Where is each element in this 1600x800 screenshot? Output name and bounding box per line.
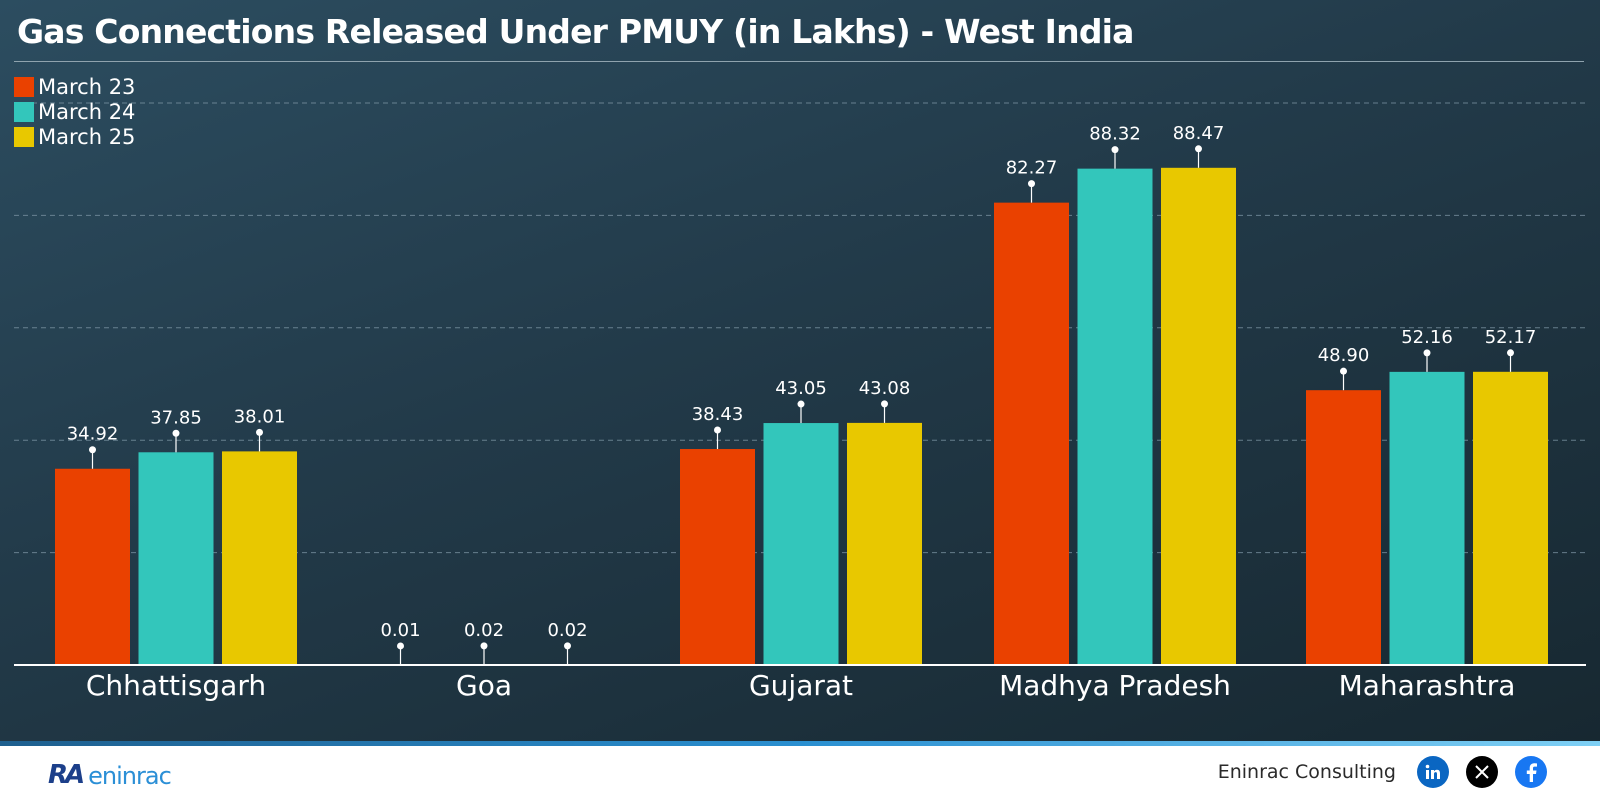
- x-tick-label: Chhattisgarh: [86, 669, 266, 702]
- data-label: 88.32: [1089, 124, 1141, 145]
- x-icon[interactable]: [1466, 756, 1498, 788]
- bar: [1161, 167, 1236, 666]
- data-label-dot: [564, 642, 571, 650]
- bar: [680, 449, 755, 665]
- legend-item-march-24: March 24: [14, 99, 135, 124]
- legend-swatch-march-23: [14, 76, 34, 97]
- data-label-dot: [397, 642, 404, 650]
- x-tick-label: Goa: [456, 669, 512, 702]
- bar: [994, 202, 1069, 666]
- legend: March 23 March 24 March 25: [14, 74, 135, 149]
- linkedin-icon[interactable]: [1417, 756, 1449, 788]
- data-label: 43.05: [775, 378, 827, 399]
- bar-chart: 34.92 37.85 38.01 0.01 0.02 0.02 38.43 43.05 43.…: [14, 102, 1586, 702]
- data-label: 52.17: [1485, 327, 1537, 348]
- footer-accent-bar: [0, 741, 1600, 746]
- chart-panel: Gas Connections Released Under PMUY (in …: [0, 0, 1600, 741]
- data-label-dot: [1028, 180, 1035, 188]
- logo-mark: RA: [48, 760, 85, 790]
- data-label: 37.85: [150, 407, 202, 428]
- x-tick-label: Maharashtra: [1339, 669, 1516, 702]
- data-label: 0.01: [380, 620, 420, 641]
- data-label-dot: [480, 642, 488, 650]
- data-label: 43.08: [859, 378, 911, 399]
- chart-title: Gas Connections Released Under PMUY (in …: [17, 12, 1134, 51]
- legend-swatch-march-25: [14, 126, 34, 147]
- bars: [55, 167, 1548, 666]
- data-label: 48.90: [1318, 345, 1370, 366]
- facebook-icon[interactable]: [1515, 756, 1547, 788]
- data-label: 0.02: [464, 620, 504, 641]
- footer: RA eninrac Eninrac Consulting: [0, 746, 1600, 800]
- bar: [763, 423, 839, 665]
- title-divider: [14, 61, 1584, 62]
- bar: [847, 422, 922, 665]
- data-label: 38.01: [234, 406, 286, 427]
- data-label: 0.02: [547, 620, 587, 641]
- data-label: 34.92: [67, 424, 119, 445]
- logo-word: eninrac: [88, 762, 172, 790]
- data-label: 38.43: [692, 404, 744, 425]
- legend-item-march-25: March 25: [14, 124, 135, 149]
- x-tick-label: Madhya Pradesh: [999, 669, 1231, 702]
- legend-label: March 24: [38, 99, 136, 124]
- data-label: 88.47: [1173, 123, 1225, 144]
- bar: [138, 452, 214, 665]
- data-label-dot: [881, 400, 888, 408]
- data-label-dot: [1111, 146, 1119, 154]
- data-label-dot: [172, 429, 180, 437]
- x-tick-label: Gujarat: [749, 669, 853, 702]
- legend-label: March 23: [38, 74, 136, 99]
- data-label-dot: [1195, 145, 1202, 153]
- x-axis: Chhattisgarh Goa Gujarat Madhya Pradesh Maha…: [14, 664, 1586, 702]
- bar: [55, 468, 130, 665]
- data-label-dot: [714, 426, 721, 434]
- legend-swatch-march-24: [14, 101, 34, 122]
- legend-item-march-23: March 23: [14, 74, 135, 99]
- data-label-dot: [89, 446, 96, 454]
- eninrac-logo: RA eninrac: [48, 756, 172, 790]
- bar: [1389, 371, 1465, 665]
- data-labels: 34.92 37.85 38.01 0.01 0.02 0.02 38.43 43.05 43.…: [67, 123, 1537, 665]
- data-label-dot: [256, 428, 263, 436]
- bar: [1077, 168, 1153, 665]
- bar: [1473, 371, 1548, 665]
- bar: [222, 451, 297, 665]
- data-label: 82.27: [1006, 158, 1058, 179]
- legend-label: March 25: [38, 124, 136, 149]
- brand-name: Eninrac Consulting: [1217, 761, 1396, 783]
- data-label-dot: [1423, 349, 1431, 357]
- data-label-dot: [1340, 367, 1347, 375]
- data-label-dot: [797, 400, 805, 408]
- data-label-dot: [1507, 349, 1514, 357]
- data-label: 52.16: [1401, 327, 1453, 348]
- bar: [1306, 390, 1381, 665]
